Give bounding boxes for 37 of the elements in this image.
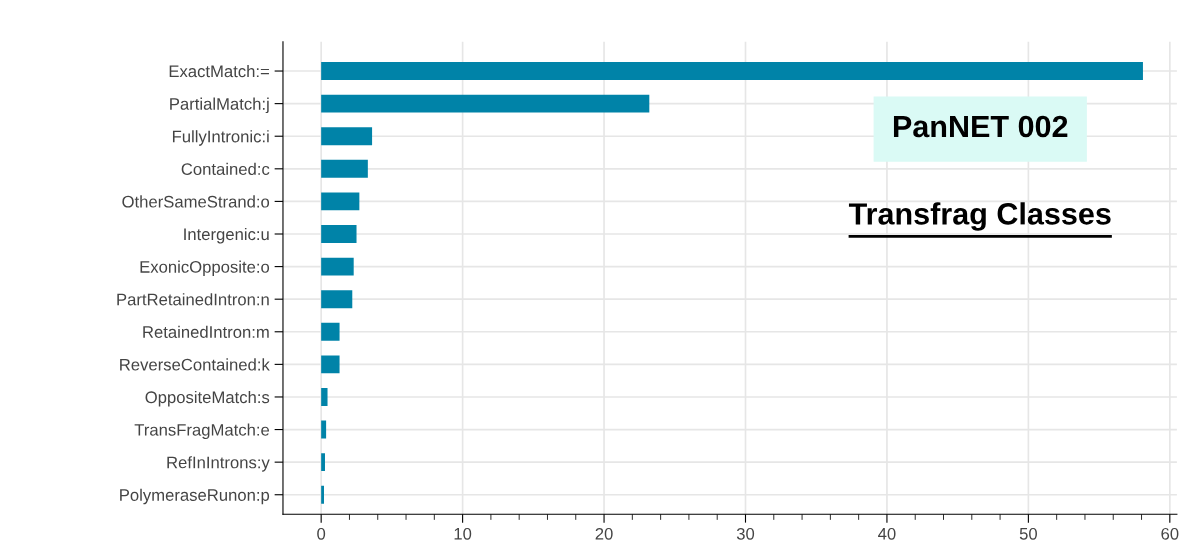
x-tick-label: 60	[1161, 527, 1179, 540]
x-tick-label: 10	[454, 527, 472, 540]
bar	[321, 453, 325, 472]
y-tick-label: OppositeMatch:s	[145, 390, 270, 407]
y-tick-label: Contained:c	[181, 162, 270, 176]
bar	[321, 94, 650, 113]
bar	[321, 62, 1143, 80]
bar	[321, 290, 353, 309]
y-tick-label: PartialMatch:j	[170, 97, 269, 114]
bar	[321, 355, 340, 374]
x-tick-label: 20	[595, 527, 613, 540]
bar	[321, 485, 324, 504]
bar	[321, 388, 328, 406]
y-tick-label: Intergenic:u	[184, 227, 269, 244]
y-tick-label: ExonicOpposite:o	[140, 260, 270, 277]
bar	[321, 159, 368, 178]
y-tick-label: RefInIntrons:y	[167, 456, 270, 472]
y-tick-label: PartRetainedIntron:n	[117, 293, 269, 306]
bar	[321, 257, 354, 276]
x-tick-label: 50	[1019, 527, 1037, 540]
y-tick-label: ExactMatch:=	[169, 64, 269, 78]
y-tick-label: FullyIntronic:i	[172, 130, 269, 146]
y-tick-label: OtherSameStrand:o	[122, 195, 270, 208]
y-tick-label: TransFragMatch:e	[134, 423, 270, 440]
bar	[321, 225, 357, 243]
y-tick-label: ReverseContained:k	[120, 358, 270, 371]
y-tick-label: PolymeraseRunon:p	[120, 488, 270, 505]
bar	[321, 322, 340, 341]
bar	[321, 192, 360, 211]
bar	[321, 127, 373, 146]
text: PanNET 002	[893, 115, 1068, 138]
text: Transfrag Classes	[848, 202, 1111, 231]
bar	[321, 420, 327, 439]
x-tick-label: 30	[736, 527, 755, 540]
y-tick-label: RetainedIntron:m	[143, 325, 269, 338]
x-tick-label: 40	[878, 527, 896, 540]
x-tick-label: 0	[317, 527, 326, 540]
